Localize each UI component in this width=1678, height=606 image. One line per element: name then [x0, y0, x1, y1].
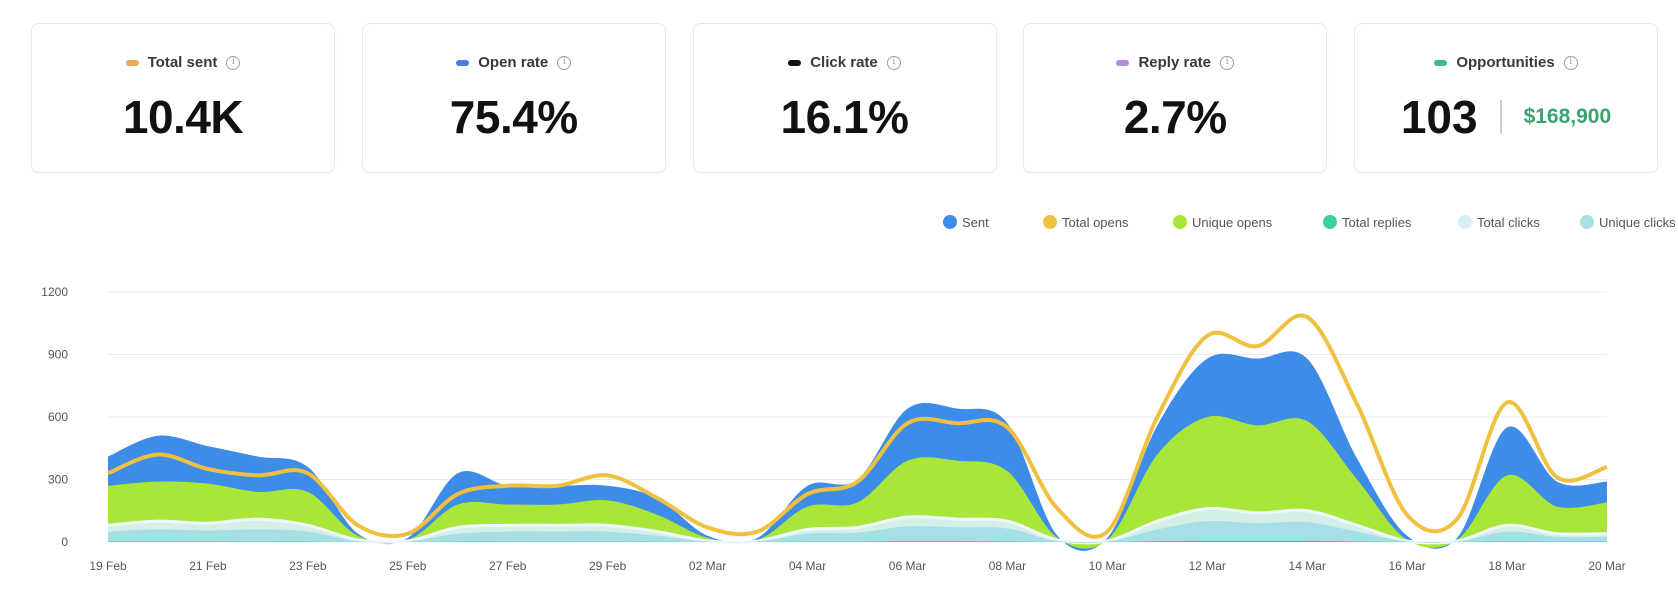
legend-label-total-clicks[interactable]: Total clicks	[1477, 215, 1540, 230]
x-tick-label: 21 Feb	[189, 559, 227, 573]
click-rate-label: Click rate	[810, 54, 878, 71]
info-icon[interactable]: i	[1563, 55, 1578, 70]
total-replies-area	[108, 540, 1607, 543]
x-tick-label: 27 Feb	[489, 559, 527, 573]
info-icon[interactable]: i	[886, 55, 901, 70]
x-tick-label: 25 Feb	[389, 559, 427, 573]
x-tick-label: 16 Mar	[1388, 559, 1425, 573]
legend-label-unique-clicks[interactable]: Unique clicks	[1599, 215, 1676, 230]
divider	[1499, 100, 1502, 134]
total-sent-header: Total sent i	[32, 54, 334, 71]
open-rate-card: Open rate i 75.4%	[361, 23, 666, 173]
y-tick-label: 900	[48, 348, 68, 362]
legend-dot-unique-opens[interactable]	[1173, 215, 1187, 229]
x-tick-label: 14 Mar	[1289, 559, 1326, 573]
opportunities-values: 103 $168,900	[1355, 90, 1657, 144]
legend-dot-total-opens[interactable]	[1043, 215, 1057, 229]
legend-label-total-replies[interactable]: Total replies	[1342, 215, 1412, 230]
total-sent-label: Total sent	[147, 54, 218, 71]
y-tick-label: 300	[48, 473, 68, 487]
y-tick-label: 600	[48, 410, 68, 424]
total-sent-swatch	[125, 59, 139, 66]
x-tick-label: 12 Mar	[1189, 559, 1226, 573]
reply-rate-value: 2.7%	[1123, 91, 1227, 143]
activity-chart: 0 300 600 900 1200 19 Feb 21 Feb 23 Feb 25 Feb 27…	[41, 215, 1676, 573]
legend-dot-total-replies[interactable]	[1323, 215, 1337, 229]
legend-label-total-opens[interactable]: Total opens	[1062, 215, 1129, 230]
total-opens-line	[107, 313, 1608, 539]
info-icon[interactable]: i	[1220, 55, 1235, 70]
x-tick-label: 18 Mar	[1488, 559, 1525, 573]
reply-rate-swatch	[1116, 59, 1130, 66]
opportunities-swatch	[1434, 59, 1448, 66]
opportunities-header: Opportunities i	[1355, 54, 1657, 71]
legend-dot-sent[interactable]	[943, 215, 957, 229]
x-tick-label: 04 Mar	[789, 559, 826, 573]
open-rate-swatch	[456, 59, 470, 66]
opportunities-label: Opportunities	[1456, 54, 1555, 71]
x-tick-label: 08 Mar	[989, 559, 1026, 573]
opportunities-card: Opportunities i 103 $168,900	[1354, 23, 1658, 173]
legend-label-unique-opens[interactable]: Unique opens	[1192, 215, 1273, 230]
reply-rate-header: Reply rate i	[1024, 54, 1326, 71]
reply-rate-card: Reply rate i 2.7%	[1023, 23, 1328, 173]
opportunities-count: 103	[1400, 91, 1478, 143]
legend-dot-unique-clicks[interactable]	[1580, 215, 1594, 229]
open-rate-value: 75.4%	[449, 91, 578, 143]
x-tick-label: 19 Feb	[89, 559, 127, 573]
x-tick-label: 29 Feb	[589, 559, 627, 573]
legend-label-sent[interactable]: Sent	[962, 215, 989, 230]
reply-rate-label: Reply rate	[1138, 54, 1212, 71]
legend-dot-total-clicks[interactable]	[1458, 215, 1472, 229]
stat-cards: Total sent i 10.4K Open rate i 75.4% Cli…	[31, 23, 1658, 175]
y-tick-label: 1200	[41, 285, 68, 299]
y-tick-label: 0	[61, 535, 68, 549]
click-rate-swatch	[788, 59, 802, 66]
x-tick-label: 02 Mar	[689, 559, 726, 573]
x-tick-label: 20 Mar	[1588, 559, 1625, 573]
x-tick-label: 23 Feb	[289, 559, 327, 573]
open-rate-header: Open rate i	[363, 54, 665, 71]
open-rate-label: Open rate	[478, 54, 549, 71]
click-rate-card: Click rate i 16.1%	[692, 23, 997, 173]
info-icon[interactable]: i	[226, 55, 241, 70]
x-tick-label: 10 Mar	[1089, 559, 1126, 573]
unique-clicks-area	[108, 520, 1607, 543]
click-rate-header: Click rate i	[694, 54, 996, 71]
opportunities-amount: $168,900	[1523, 105, 1612, 128]
x-tick-label: 06 Mar	[889, 559, 926, 573]
info-icon[interactable]: i	[557, 55, 572, 70]
total-sent-value: 10.4K	[122, 91, 244, 143]
total-sent-card: Total sent i 10.4K	[31, 23, 335, 173]
total-clicks-line	[107, 506, 1608, 545]
click-rate-value: 16.1%	[780, 91, 909, 143]
